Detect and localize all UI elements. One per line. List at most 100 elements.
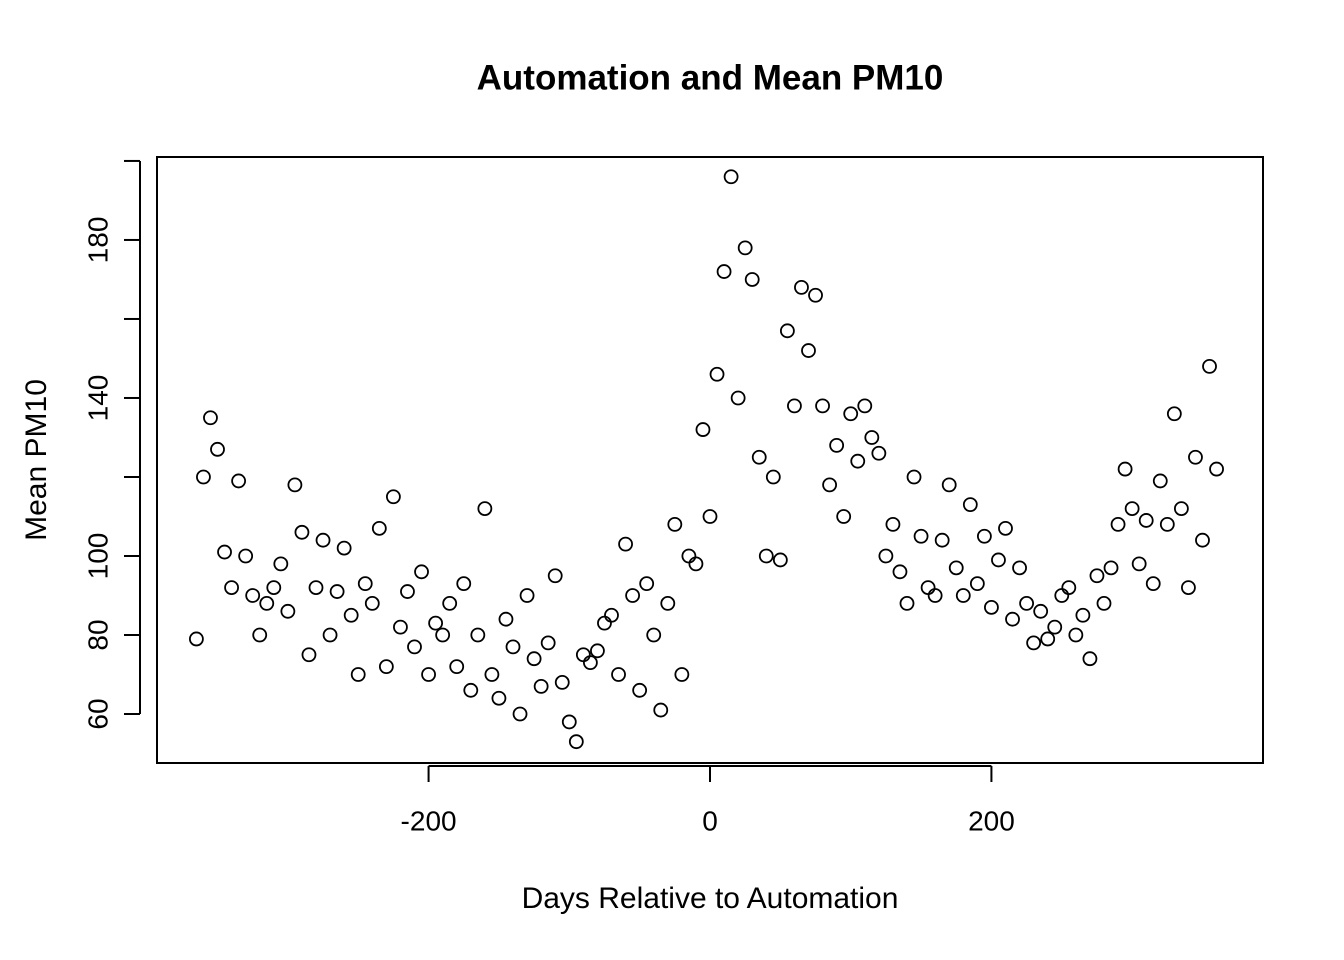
point: [1166, 406, 1182, 422]
point: [667, 516, 683, 532]
point: [561, 714, 577, 730]
point: [294, 524, 310, 540]
point: [1145, 576, 1161, 592]
point: [885, 516, 901, 532]
point: [526, 651, 542, 667]
point: [1096, 596, 1112, 611]
point: [962, 497, 978, 513]
point: [1131, 556, 1147, 572]
point: [984, 599, 999, 615]
point: [920, 580, 936, 595]
point: [1188, 449, 1203, 465]
point: [357, 576, 373, 592]
point: [188, 631, 204, 647]
point: [822, 477, 838, 493]
point: [590, 643, 605, 659]
point: [456, 576, 472, 592]
point: [1159, 516, 1175, 532]
point: [470, 627, 486, 643]
point: [878, 548, 894, 564]
point: [604, 607, 619, 623]
point: [371, 520, 387, 536]
point: [568, 734, 584, 750]
point: [681, 548, 697, 564]
point: [1110, 516, 1126, 532]
point: [1202, 358, 1217, 374]
point: [400, 584, 415, 599]
point: [547, 568, 563, 584]
point: [758, 548, 774, 564]
chart-title: Automation and Mean PM10: [477, 58, 944, 97]
point: [343, 607, 359, 623]
point: [1047, 619, 1063, 635]
y-tick-label: 100: [82, 533, 113, 580]
point: [442, 596, 458, 611]
point: [737, 240, 753, 256]
point: [350, 667, 366, 682]
point: [505, 639, 521, 655]
point: [744, 272, 760, 287]
point: [1019, 596, 1035, 611]
point: [1173, 501, 1189, 516]
y-tick-label: 180: [82, 217, 113, 264]
point: [1195, 532, 1210, 548]
point: [196, 469, 211, 485]
point: [794, 279, 809, 295]
point: [329, 584, 345, 599]
point: [913, 528, 929, 544]
point: [1138, 513, 1154, 528]
point: [1082, 651, 1098, 667]
point: [618, 536, 633, 552]
x-tick-label: 0: [702, 805, 718, 836]
point: [843, 406, 859, 422]
point: [597, 615, 612, 631]
point: [280, 603, 296, 619]
point: [1181, 580, 1196, 595]
point: [723, 169, 739, 185]
point: [1089, 568, 1105, 584]
point: [463, 682, 479, 698]
point: [934, 532, 950, 548]
point: [772, 552, 788, 568]
point: [484, 667, 500, 682]
point: [836, 509, 852, 524]
point: [632, 682, 648, 698]
point: [519, 588, 535, 603]
point: [1124, 501, 1140, 516]
point: [639, 576, 655, 592]
point: [808, 287, 823, 303]
point: [765, 469, 781, 485]
point: [1054, 588, 1070, 603]
point: [787, 398, 802, 414]
point: [287, 477, 303, 493]
point: [1026, 635, 1042, 651]
point: [906, 469, 922, 485]
point: [217, 544, 232, 560]
y-tick-label: 60: [82, 698, 113, 729]
point: [1040, 631, 1056, 647]
point: [899, 596, 915, 611]
point: [1068, 627, 1084, 643]
point: [688, 556, 704, 572]
point: [674, 667, 690, 682]
point: [259, 596, 275, 611]
point: [245, 588, 261, 603]
point: [948, 560, 964, 576]
point: [779, 323, 795, 339]
point: [864, 430, 880, 445]
point: [301, 647, 317, 663]
point: [315, 532, 331, 548]
y-tick-label: 140: [82, 375, 113, 422]
point: [210, 441, 225, 457]
point: [850, 453, 866, 469]
point: [1075, 607, 1091, 623]
point: [646, 627, 662, 643]
x-axis-label: Days Relative to Automation: [522, 882, 899, 915]
point: [1005, 611, 1020, 627]
point: [540, 635, 556, 651]
point: [653, 702, 669, 718]
point: [991, 552, 1006, 568]
point: [969, 576, 985, 592]
point: [927, 588, 943, 603]
point: [364, 596, 380, 611]
